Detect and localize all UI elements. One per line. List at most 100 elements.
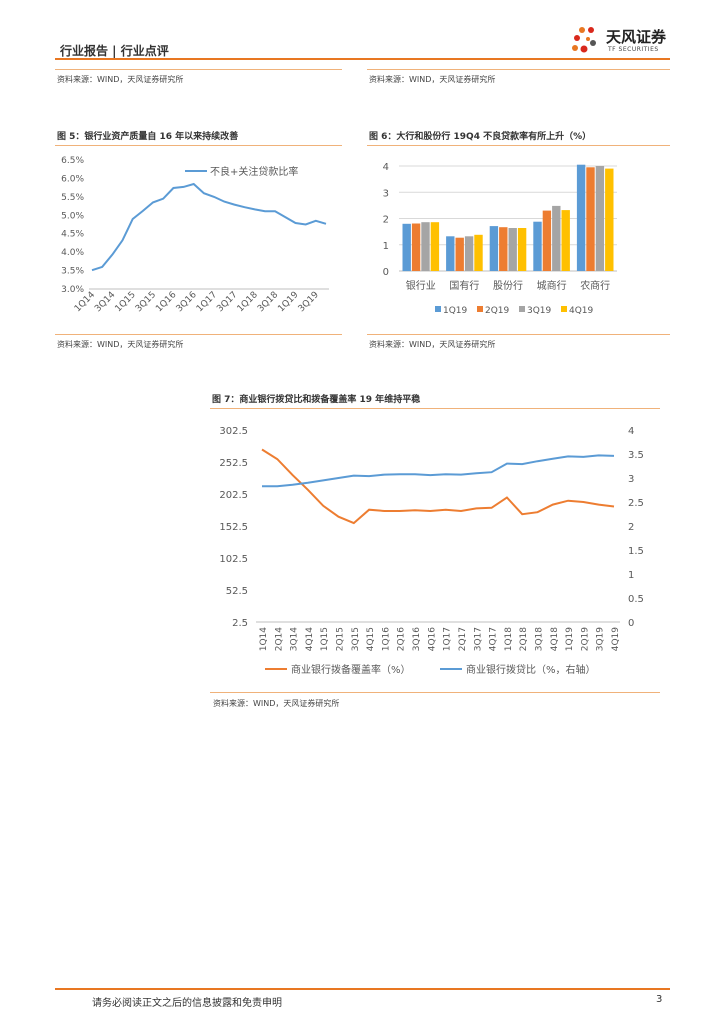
source-note-fig5: 资料来源：WIND，天风证券研究所: [57, 340, 184, 349]
bar: [421, 222, 430, 271]
y-left-tick-label: 152.5: [219, 522, 248, 533]
x-tick-label: 1Q15: [114, 290, 138, 314]
figure-5-title: 图 5：银行业资产质量自 16 年以来持续改善: [57, 132, 239, 142]
bar: [430, 222, 440, 271]
x-tick-label: 3Q16: [412, 627, 422, 652]
y-tick-label: 3.5%: [61, 267, 84, 277]
bar: [402, 223, 411, 272]
x-tick-label: 3Q19: [596, 627, 606, 652]
x-tick-label: 2Q17: [458, 627, 468, 651]
divider-fig7-bottom: [210, 692, 660, 693]
y-tick-label: 1: [383, 241, 389, 252]
x-tick-label: 4Q14: [305, 627, 315, 652]
x-tick-label: 3Q15: [351, 627, 361, 651]
x-tick-label: 4Q15: [366, 627, 376, 651]
footer-disclaimer: 请务必阅读正文之后的信息披露和免责申明: [92, 998, 282, 1009]
x-tick-label: 2Q14: [274, 627, 284, 652]
legend-swatch: [477, 306, 483, 312]
bar: [561, 210, 570, 271]
x-tick-label: 国有行: [449, 279, 479, 292]
y-tick-label: 6.0%: [61, 174, 84, 184]
brand-name-cn: 天风证券: [606, 28, 667, 46]
bar: [411, 223, 421, 271]
x-tick-label: 1Q14: [259, 627, 269, 652]
x-tick-label: 3Q14: [93, 290, 117, 314]
y-right-tick-label: 2: [628, 522, 634, 533]
x-tick-label: 2Q16: [397, 627, 407, 652]
y-tick-label: 3.0%: [61, 285, 84, 295]
brand-name-en: TF SECURITIES: [608, 46, 659, 53]
y-tick-label: 4.5%: [61, 230, 84, 240]
x-tick-label: 1Q17: [195, 290, 219, 314]
x-tick-label: 1Q18: [504, 627, 514, 652]
bar: [464, 236, 474, 271]
legend-swatch: [435, 306, 441, 312]
figure-7-title: 图 7：商业银行拨贷比和拨备覆盖率 19 年维持平稳: [212, 395, 421, 405]
legend-label: 不良+关注贷款比率: [210, 165, 298, 178]
y-right-tick-label: 0: [628, 618, 634, 629]
series-line-coverage-ratio: [261, 448, 615, 525]
series-line-loan-ratio: [262, 454, 615, 488]
y-right-tick-label: 3.5: [628, 450, 644, 461]
y-tick-label: 6.5%: [61, 156, 84, 166]
x-tick-label: 4Q17: [489, 627, 499, 651]
provision-coverage-chart: 2.5 52.5 102.5 152.5 202.5 252.5 302.5 0 0.5 1 1.5…: [219, 426, 644, 676]
series-line-npl-ratio: [91, 182, 327, 272]
npl-ratio-line-chart: 3.0%3.5%4.0%4.5%5.0%5.5%6.0%6.5%1Q143Q14…: [61, 156, 329, 314]
source-note-fig7: 资料来源：WIND，天风证券研究所: [213, 699, 340, 708]
legend-label: 商业银行拨备覆盖率（%）: [291, 663, 411, 676]
x-tick-label: 2Q19: [580, 627, 590, 652]
y-right-tick-label: 0.5: [628, 594, 644, 605]
y-left-tick-label: 302.5: [219, 426, 248, 437]
y-tick-label: 3: [383, 188, 389, 199]
bar: [474, 234, 483, 271]
legend-label: 2Q19: [485, 306, 510, 316]
legend-swatch: [519, 306, 525, 312]
bar: [508, 228, 517, 271]
report-header-title: 行业报告 | 行业点评: [60, 44, 169, 58]
page-number: 3: [656, 994, 663, 1005]
legend-label: 3Q19: [527, 306, 552, 316]
x-tick-label: 2Q15: [336, 627, 346, 651]
brand-logo-icon: [572, 27, 596, 53]
y-right-tick-label: 1: [628, 570, 634, 581]
source-note-top-left: 资料来源：WIND，天风证券研究所: [57, 75, 184, 84]
x-tick-label: 1Q17: [443, 627, 453, 651]
y-left-tick-label: 52.5: [226, 586, 248, 597]
bar: [576, 164, 586, 271]
x-tick-label: 4Q16: [427, 627, 437, 652]
y-tick-label: 5.0%: [61, 211, 84, 221]
y-right-tick-label: 2.5: [628, 498, 644, 509]
bar: [542, 210, 552, 271]
footer-divider: [55, 988, 670, 990]
divider-fig6-bottom: [367, 334, 670, 335]
x-tick-label: 3Q17: [215, 290, 239, 314]
divider-fig5-bottom: [55, 334, 342, 335]
figure-6-title: 图 6：大行和股份行 19Q4 不良贷款率有所上升（%）: [369, 132, 592, 142]
bar: [552, 205, 561, 271]
x-tick-label: 1Q19: [565, 627, 575, 652]
x-tick-label: 农商行: [580, 279, 610, 292]
bar: [517, 228, 527, 271]
x-tick-label: 银行业: [406, 279, 436, 292]
x-tick-label: 1Q18: [236, 290, 260, 314]
legend-label: 1Q19: [443, 306, 468, 316]
x-tick-label: 3Q16: [175, 290, 199, 314]
divider-top-left: [55, 69, 342, 70]
y-left-tick-label: 2.5: [232, 618, 248, 629]
divider-fig5-top: [55, 145, 342, 146]
bar: [586, 167, 595, 271]
y-right-tick-label: 3: [628, 474, 634, 485]
bar: [499, 227, 508, 271]
y-right-tick-label: 4: [628, 426, 634, 437]
legend-swatch: [561, 306, 567, 312]
x-tick-label: 1Q16: [154, 290, 178, 314]
y-tick-label: 4.0%: [61, 248, 84, 258]
x-tick-label: 城商行: [537, 279, 567, 292]
x-tick-label: 4Q19: [611, 627, 621, 652]
bar: [489, 226, 499, 271]
source-note-fig6: 资料来源：WIND，天风证券研究所: [369, 340, 496, 349]
y-tick-label: 5.5%: [61, 193, 84, 203]
y-tick-label: 4: [383, 162, 389, 173]
legend-label: 商业银行拨贷比（%，右轴）: [466, 663, 596, 676]
